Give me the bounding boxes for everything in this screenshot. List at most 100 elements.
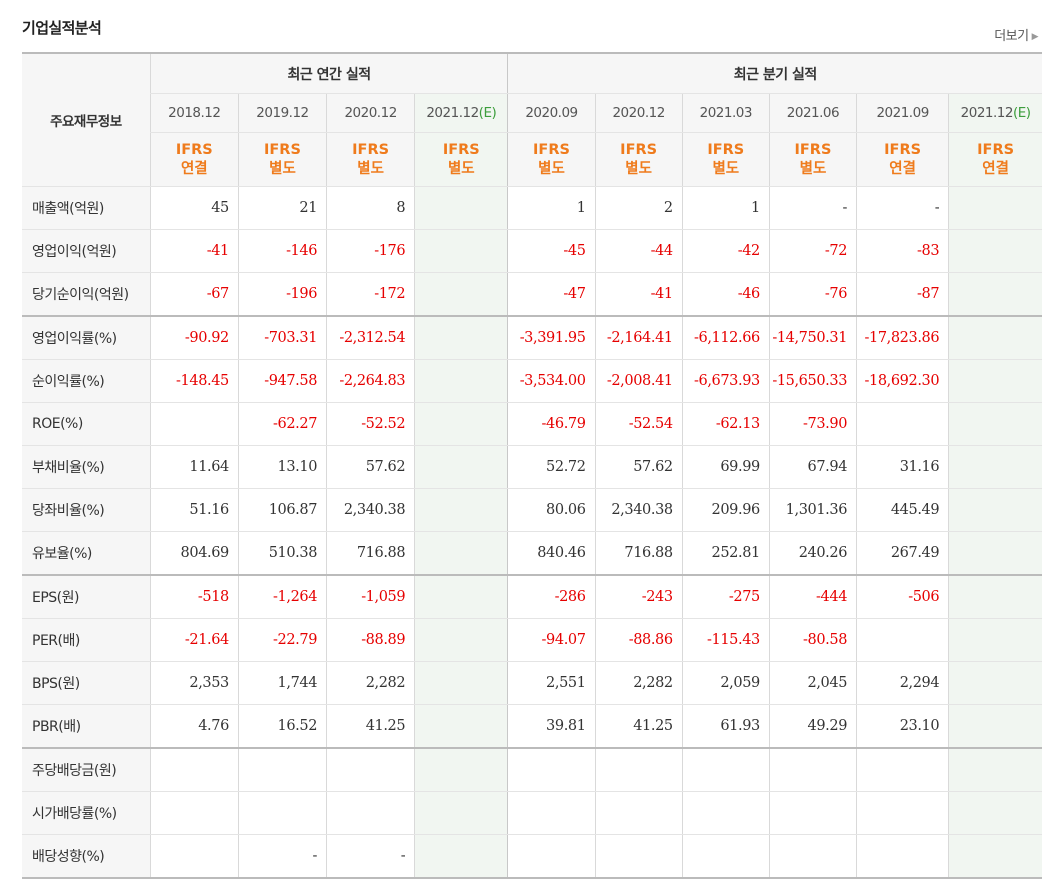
table-cell xyxy=(681,791,770,835)
table-row: 당기순이익(억원) -67 -196 -172 -47 -41 -46 -76 -87 xyxy=(22,272,1042,317)
row-label: 배당성향(%) xyxy=(22,834,151,879)
table-cell xyxy=(948,574,1042,619)
table-cell: 51.16 xyxy=(149,488,239,532)
table-cell: 67.94 xyxy=(768,445,857,489)
basis-type: 별도 xyxy=(799,160,827,177)
table-cell: -518 xyxy=(149,574,239,619)
table-cell: -94.07 xyxy=(507,618,596,662)
basis-type: 연결 xyxy=(180,160,208,177)
basis-type: 별도 xyxy=(625,160,652,177)
table-cell: -42 xyxy=(681,229,770,273)
quarter-title: 최근 분기 실적 xyxy=(507,52,1042,94)
row-label: 주당배당금(원) xyxy=(22,747,151,792)
accounting-basis: IFRS 별도 xyxy=(768,132,857,187)
estimate-mark: (E) xyxy=(1012,105,1031,121)
table-cell: -17,823.86 xyxy=(856,315,949,360)
table-cell: -83 xyxy=(856,229,949,273)
table-cell: -62.13 xyxy=(681,402,770,446)
table-cell: 716.88 xyxy=(594,531,683,576)
table-cell: - xyxy=(856,186,949,230)
row-label: 영업이익(억원) xyxy=(22,229,151,273)
table-cell: -506 xyxy=(856,574,949,619)
table-cell: -18,692.30 xyxy=(856,359,949,403)
row-label: 순이익률(%) xyxy=(22,359,151,403)
table-row: 영업이익률(%) -90.92 -703.31 -2,312.54 -3,391.95-… xyxy=(22,315,1042,360)
table-cell: -46.79 xyxy=(507,402,596,446)
table-row: 순이익률(%) -148.45 -947.58 -2,264.83 -3,534.00-… xyxy=(22,359,1042,403)
basis-standard: IFRS xyxy=(620,141,658,158)
period-date: 2021.03 xyxy=(681,93,770,133)
period-date: 2021.12(E) xyxy=(414,93,508,133)
table-cell: 8 xyxy=(326,186,415,230)
table-cell xyxy=(414,445,508,489)
table-cell: 45 xyxy=(149,186,239,230)
table-row: ROE(%) -62.27 -52.52 -46.79 -52.54 -62.13 -73.… xyxy=(22,402,1042,446)
table-cell: -172 xyxy=(326,272,415,317)
table-cell xyxy=(326,791,415,835)
table-cell: -21.64 xyxy=(149,618,239,662)
row-label: 부채비율(%) xyxy=(22,445,151,489)
basis-standard: IFRS xyxy=(533,141,570,158)
table-cell: 2,059 xyxy=(681,661,770,705)
period-date: 2019.12 xyxy=(237,93,327,133)
table-cell: -1,059 xyxy=(326,574,415,619)
table-cell: -444 xyxy=(768,574,857,619)
table-row: 당좌비율(%) 51.16 106.87 2,340.38 80.06 2,340.38 2… xyxy=(22,488,1042,532)
table-cell xyxy=(414,488,508,532)
table-cell: -1,264 xyxy=(237,574,327,619)
period-date-text: 2021.06 xyxy=(786,105,840,121)
basis-standard: IFRS xyxy=(442,141,480,158)
table-cell: -176 xyxy=(326,229,415,273)
table-cell: 252.81 xyxy=(681,531,770,576)
table-cell: -41 xyxy=(594,272,683,317)
table-cell xyxy=(414,791,508,835)
table-cell xyxy=(149,791,239,835)
table-cell xyxy=(507,791,596,835)
table-cell: -2,312.54 xyxy=(326,315,415,360)
period-date-text: 2020.09 xyxy=(525,105,578,121)
table-cell: -275 xyxy=(681,574,770,619)
basis-standard: IFRS xyxy=(884,141,922,158)
table-cell: -115.43 xyxy=(681,618,770,662)
accounting-basis: IFRS 연결 xyxy=(856,132,949,187)
table-cell: 61.93 xyxy=(681,704,770,749)
annual-title: 최근 연간 실적 xyxy=(149,52,508,94)
table-cell: 2,282 xyxy=(326,661,415,705)
row-label: 매출액(억원) xyxy=(22,186,151,230)
table-cell: -14,750.31 xyxy=(768,315,857,360)
table-cell xyxy=(414,704,508,749)
table-cell: - xyxy=(326,834,415,879)
table-row: 배당성향(%) - - xyxy=(22,834,1042,879)
more-link[interactable]: 더보기 ▶ xyxy=(994,25,1038,44)
table-cell: -2,164.41 xyxy=(594,315,683,360)
table-row: 주당배당금(원) xyxy=(22,747,1042,792)
table-cell xyxy=(948,618,1042,662)
period-date-text: 2021.12 xyxy=(426,105,479,121)
basis-type: 별도 xyxy=(712,160,740,177)
table-cell xyxy=(507,834,596,879)
period-date-text: 2020.12 xyxy=(612,105,665,121)
period-date-text: 2019.12 xyxy=(256,105,309,121)
table-cell: 510.38 xyxy=(237,531,327,576)
row-header-label: 주요재무정보 xyxy=(22,52,151,187)
accounting-basis: IFRS 별도 xyxy=(414,132,508,187)
table-cell: -15,650.33 xyxy=(768,359,857,403)
row-label: 당기순이익(억원) xyxy=(22,272,151,317)
table-row: 유보율(%) 804.69 510.38 716.88 840.46 716.88 252.… xyxy=(22,531,1042,576)
row-label: PER(배) xyxy=(22,618,151,662)
table-cell: -947.58 xyxy=(237,359,327,403)
table-cell: 16.52 xyxy=(237,704,327,749)
table-cell: -41 xyxy=(149,229,239,273)
table-cell: 31.16 xyxy=(856,445,949,489)
chevron-right-icon: ▶ xyxy=(1031,32,1039,42)
table-cell: -286 xyxy=(507,574,596,619)
table-cell: 1 xyxy=(507,186,596,230)
table-cell xyxy=(507,747,596,792)
row-label: ROE(%) xyxy=(22,402,151,446)
table-cell: -6,112.66 xyxy=(681,315,770,360)
period-date-text: 2021.12 xyxy=(960,105,1014,121)
period-date: 2020.12 xyxy=(326,93,415,133)
table-cell: 4.76 xyxy=(149,704,239,749)
table-cell: 2,340.38 xyxy=(326,488,415,532)
table-cell: 41.25 xyxy=(326,704,415,749)
